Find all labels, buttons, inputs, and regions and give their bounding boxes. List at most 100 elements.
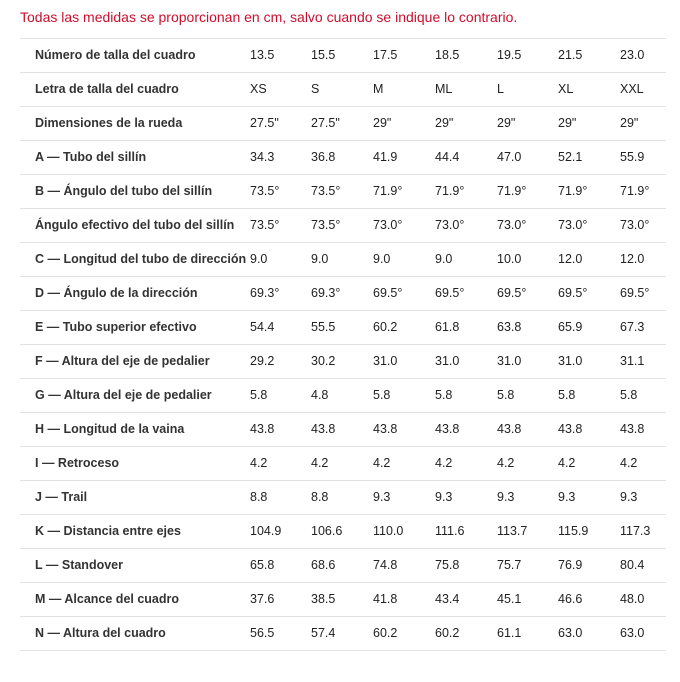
cell: 60.2 [435, 626, 460, 640]
cell: 55.5 [311, 320, 336, 334]
row-label: B — Ángulo del tubo del sillín [35, 184, 213, 198]
table-row: D — Ángulo de la dirección 69.3° 69.3° 69.5… [20, 276, 666, 310]
row-label: L — Standover [35, 558, 123, 572]
cell: 73.0° [497, 218, 527, 232]
cell: 60.2 [373, 320, 398, 334]
cell: 30.2 [311, 354, 336, 368]
cell: 38.5 [311, 592, 336, 606]
cell: 63.8 [497, 320, 522, 334]
cell: 4.2 [558, 456, 576, 470]
cell: 73.5° [250, 218, 280, 232]
cell: 71.9° [435, 184, 465, 198]
cell: 31.1 [620, 354, 645, 368]
table-row: L — Standover 65.8 68.6 74.8 75.8 75.7 76.9 80.… [20, 548, 666, 582]
cell: 106.6 [311, 524, 343, 538]
row-label: J — Trail [35, 490, 88, 504]
cell: 27.5" [250, 116, 279, 130]
cell: 9.3 [558, 490, 576, 504]
cell: 8.8 [250, 490, 268, 504]
cell: 73.0° [558, 218, 588, 232]
row-label: D — Ángulo de la dirección [35, 286, 198, 300]
cell: 5.8 [620, 388, 638, 402]
row-label: I — Retroceso [35, 456, 120, 470]
cell: 9.0 [373, 252, 391, 266]
cell: 4.2 [497, 456, 515, 470]
row-label: M — Alcance del cuadro [35, 592, 180, 606]
row-label: F — Altura del eje de pedalier [35, 354, 210, 368]
cell: 71.9° [558, 184, 588, 198]
cell: 80.4 [620, 558, 645, 572]
table-row: B — Ángulo del tubo del sillín 73.5° 73.5°… [20, 174, 666, 208]
cell: 31.0 [558, 354, 583, 368]
cell: 73.5° [250, 184, 280, 198]
row-label: C — Longitud del tubo de dirección [35, 252, 247, 266]
table-row: F — Altura del eje de pedalier 29.2 30.2 31… [20, 344, 666, 378]
cell: 8.8 [311, 490, 329, 504]
table-row: K — Distancia entre ejes 104.9 106.6 110.0 1… [20, 514, 666, 548]
cell: 75.8 [435, 558, 460, 572]
table-row: E — Tubo superior efectivo 54.4 55.5 60.2 61… [20, 310, 666, 344]
cell: 69.5° [558, 286, 588, 300]
cell: 43.8 [497, 422, 522, 436]
cell: 43.4 [435, 592, 460, 606]
cell: 37.6 [250, 592, 275, 606]
cell: 4.2 [435, 456, 453, 470]
cell: 9.0 [250, 252, 268, 266]
cell: 31.0 [435, 354, 460, 368]
cell: 43.8 [620, 422, 645, 436]
cell: 69.5° [435, 286, 465, 300]
row-label: N — Altura del cuadro [35, 626, 166, 640]
cell: 74.8 [373, 558, 398, 572]
cell: 9.0 [435, 252, 453, 266]
row-label: K — Distancia entre ejes [35, 524, 181, 538]
cell: 71.9° [373, 184, 403, 198]
row-label: Ángulo efectivo del tubo del sillín [35, 218, 235, 232]
cell: 5.8 [435, 388, 453, 402]
row-label: Dimensiones de la rueda [35, 116, 183, 130]
cell: 73.5° [311, 184, 341, 198]
cell: 29" [373, 116, 392, 130]
cell: 65.8 [250, 558, 275, 572]
cell: S [311, 82, 320, 96]
cell: 47.0 [497, 150, 522, 164]
cell: 9.3 [373, 490, 391, 504]
row-label: H — Longitud de la vaina [35, 422, 185, 436]
cell: 19.5 [497, 48, 522, 62]
cell: XS [250, 82, 267, 96]
cell: 43.8 [558, 422, 583, 436]
row-label: G — Altura del eje de pedalier [35, 388, 212, 402]
table-row: A — Tubo del sillín 34.3 36.8 41.9 44.4 47.0 5… [20, 140, 666, 174]
table-row: Ángulo efectivo del tubo del sillín 73.5°… [20, 208, 666, 242]
cell: 29" [558, 116, 577, 130]
cell: 5.8 [558, 388, 576, 402]
cell: 4.2 [311, 456, 329, 470]
cell: 69.3° [311, 286, 341, 300]
cell: 43.8 [435, 422, 460, 436]
cell: 68.6 [311, 558, 336, 572]
cell: 75.7 [497, 558, 522, 572]
cell: 27.5" [311, 116, 340, 130]
row-label: E — Tubo superior efectivo [35, 320, 197, 334]
table-row: N — Altura del cuadro 56.5 57.4 60.2 60.2 61.… [20, 616, 666, 651]
cell: 15.5 [311, 48, 336, 62]
cell: 48.0 [620, 592, 645, 606]
cell: 61.1 [497, 626, 522, 640]
cell: 31.0 [373, 354, 398, 368]
cell: 55.9 [620, 150, 645, 164]
cell: 12.0 [620, 252, 645, 266]
cell: 23.0 [620, 48, 645, 62]
cell: 9.0 [311, 252, 329, 266]
cell: 63.0 [558, 626, 583, 640]
cell: 65.9 [558, 320, 583, 334]
cell: 4.8 [311, 388, 329, 402]
cell: 9.3 [620, 490, 638, 504]
cell: 9.3 [435, 490, 453, 504]
cell: 29" [497, 116, 516, 130]
cell: 117.3 [620, 524, 651, 538]
cell: 73.5° [311, 218, 341, 232]
table-row: Número de talla del cuadro 13.5 15.5 17.5 18… [20, 38, 666, 72]
table-row: G — Altura del eje de pedalier 5.8 4.8 5.8 5… [20, 378, 666, 412]
cell: 21.5 [558, 48, 583, 62]
cell: 69.5° [620, 286, 650, 300]
